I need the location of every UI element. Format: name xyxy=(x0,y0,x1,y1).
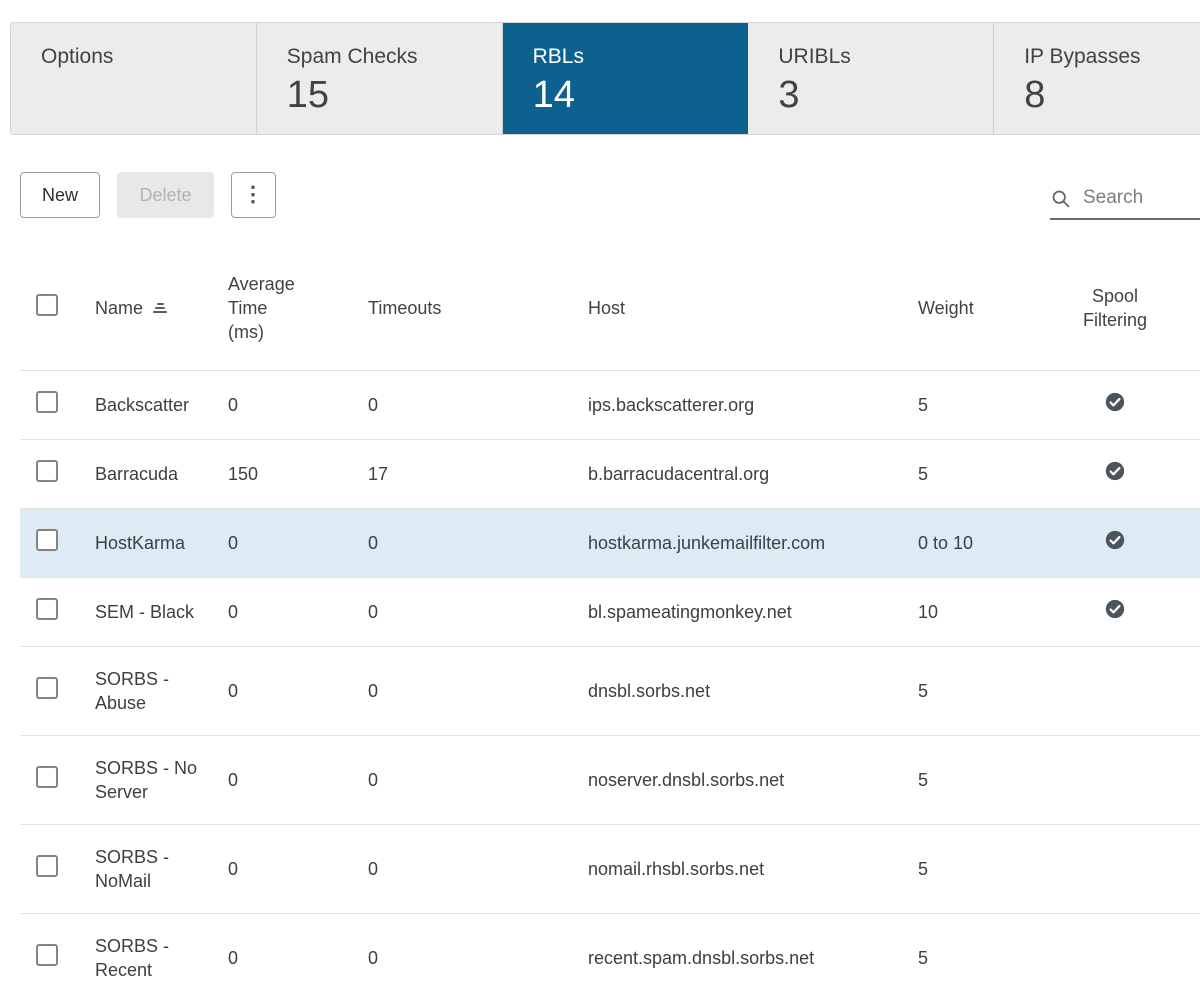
spool-filtering-enabled-icon xyxy=(1105,530,1125,550)
table-row[interactable]: HostKarma 0 0 hostkarma.junkemailfilter.… xyxy=(20,509,1200,578)
tab-count: 14 xyxy=(532,74,575,116)
cell-name: SORBS - Recent xyxy=(95,936,170,980)
table-header-row: Name Average Time (ms) Timeouts Host Wei… xyxy=(20,245,1200,371)
cell-name: Backscatter xyxy=(95,395,190,415)
cell-timeouts: 0 xyxy=(368,533,379,553)
search-box[interactable] xyxy=(1050,178,1200,220)
cell-name: SEM - Black xyxy=(95,602,195,622)
column-header-average-time[interactable]: Average Time (ms) xyxy=(228,273,295,342)
column-header-spool-filtering[interactable]: Spool Filtering xyxy=(1082,285,1148,330)
cell-timeouts: 0 xyxy=(368,770,379,790)
tab-uribls[interactable]: URIBLs 3 xyxy=(748,23,995,134)
cell-name: HostKarma xyxy=(95,533,186,553)
cell-weight: 5 xyxy=(918,859,929,879)
cell-average-time: 0 xyxy=(228,602,239,622)
column-header-name[interactable]: Name xyxy=(95,296,228,320)
cell-weight: 5 xyxy=(918,395,929,415)
cell-timeouts: 0 xyxy=(368,602,379,622)
column-header-timeouts[interactable]: Timeouts xyxy=(368,297,442,318)
tab-label: RBLs xyxy=(532,45,584,68)
row-checkbox[interactable] xyxy=(36,460,58,482)
cell-host: hostkarma.junkemailfilter.com xyxy=(588,533,826,553)
column-header-label: Name xyxy=(95,297,144,318)
cell-average-time: 0 xyxy=(228,859,239,879)
tab-label: Options xyxy=(41,45,114,68)
table-row[interactable]: SORBS - No Server 0 0 noserver.dnsbl.sor… xyxy=(20,736,1200,825)
sort-ascending-icon xyxy=(153,302,168,313)
tab-count: 15 xyxy=(286,74,330,116)
more-actions-button[interactable]: ⋮ xyxy=(230,172,276,218)
cell-name: Barracuda xyxy=(95,464,179,484)
cell-host: bl.spameatingmonkey.net xyxy=(588,602,792,622)
tab-label: IP Bypasses xyxy=(1024,45,1141,68)
spool-filtering-enabled-icon xyxy=(1105,599,1125,619)
row-checkbox[interactable] xyxy=(36,766,58,788)
row-checkbox[interactable] xyxy=(36,944,58,966)
cell-weight: 10 xyxy=(918,602,939,622)
table-body: Backscatter 0 0 ips.backscatterer.org 5 … xyxy=(20,371,1200,1000)
cell-weight: 5 xyxy=(918,681,929,701)
search-input[interactable] xyxy=(1083,187,1188,209)
table-row[interactable]: SORBS - NoMail 0 0 nomail.rhsbl.sorbs.ne… xyxy=(20,825,1200,914)
delete-button[interactable]: Delete xyxy=(117,172,214,218)
row-checkbox[interactable] xyxy=(36,529,58,551)
cell-name: SORBS - Abuse xyxy=(95,669,170,713)
cell-average-time: 150 xyxy=(228,464,259,484)
rbl-table: Name Average Time (ms) Timeouts Host Wei… xyxy=(20,245,1200,1000)
search-icon xyxy=(1052,190,1070,207)
cell-host: recent.spam.dnsbl.sorbs.net xyxy=(588,948,815,968)
tab-count: 8 xyxy=(1024,74,1046,116)
tab-label: Spam Checks xyxy=(286,45,418,68)
cell-weight: 5 xyxy=(918,948,929,968)
cell-timeouts: 0 xyxy=(368,948,379,968)
cell-timeouts: 0 xyxy=(368,681,379,701)
cell-timeouts: 0 xyxy=(368,395,379,415)
cell-average-time: 0 xyxy=(228,770,239,790)
settings-tab-bar: Options Spam Checks 15 RBLs 14 URIBLs 3 … xyxy=(10,22,1200,135)
cell-average-time: 0 xyxy=(228,533,239,553)
table-row[interactable]: Barracuda 150 17 b.barracudacentral.org … xyxy=(20,440,1200,509)
tab-count: 3 xyxy=(778,74,800,116)
more-vertical-icon: ⋮ xyxy=(242,183,265,206)
tab-rbls[interactable]: RBLs 14 xyxy=(502,23,749,134)
cell-average-time: 0 xyxy=(228,681,239,701)
cell-host: noserver.dnsbl.sorbs.net xyxy=(588,770,785,790)
tab-ip-bypasses[interactable]: IP Bypasses 8 xyxy=(994,23,1200,134)
toolbar: New Delete ⋮ xyxy=(20,172,1200,218)
cell-host: dnsbl.sorbs.net xyxy=(588,681,711,701)
row-checkbox[interactable] xyxy=(36,855,58,877)
cell-weight: 5 xyxy=(918,464,929,484)
row-checkbox[interactable] xyxy=(36,677,58,699)
cell-name: SORBS - No Server xyxy=(95,758,198,802)
new-button[interactable]: New xyxy=(20,172,101,218)
cell-host: nomail.rhsbl.sorbs.net xyxy=(588,859,765,879)
cell-average-time: 0 xyxy=(228,948,239,968)
column-header-weight[interactable]: Weight xyxy=(918,297,974,318)
cell-average-time: 0 xyxy=(228,395,239,415)
row-checkbox[interactable] xyxy=(36,598,58,620)
table-row[interactable]: SORBS - Recent 0 0 recent.spam.dnsbl.sor… xyxy=(20,914,1200,1000)
tab-options[interactable]: Options xyxy=(11,23,257,134)
cell-timeouts: 0 xyxy=(368,859,379,879)
spool-filtering-enabled-icon xyxy=(1105,461,1125,481)
cell-weight: 0 to 10 xyxy=(918,533,974,553)
cell-host: b.barracudacentral.org xyxy=(588,464,770,484)
select-all-checkbox[interactable] xyxy=(36,293,58,316)
table-row[interactable]: SEM - Black 0 0 bl.spameatingmonkey.net … xyxy=(20,578,1200,647)
column-header-host[interactable]: Host xyxy=(588,297,626,318)
tab-spam-checks[interactable]: Spam Checks 15 xyxy=(256,23,503,134)
cell-name: SORBS - NoMail xyxy=(95,847,170,891)
cell-timeouts: 17 xyxy=(368,464,389,484)
spool-filtering-enabled-icon xyxy=(1105,392,1125,412)
cell-weight: 5 xyxy=(918,770,929,790)
table-row[interactable]: Backscatter 0 0 ips.backscatterer.org 5 xyxy=(20,371,1200,440)
cell-host: ips.backscatterer.org xyxy=(588,395,755,415)
row-checkbox[interactable] xyxy=(36,391,58,413)
table-row[interactable]: SORBS - Abuse 0 0 dnsbl.sorbs.net 5 xyxy=(20,647,1200,736)
tab-label: URIBLs xyxy=(778,45,851,68)
